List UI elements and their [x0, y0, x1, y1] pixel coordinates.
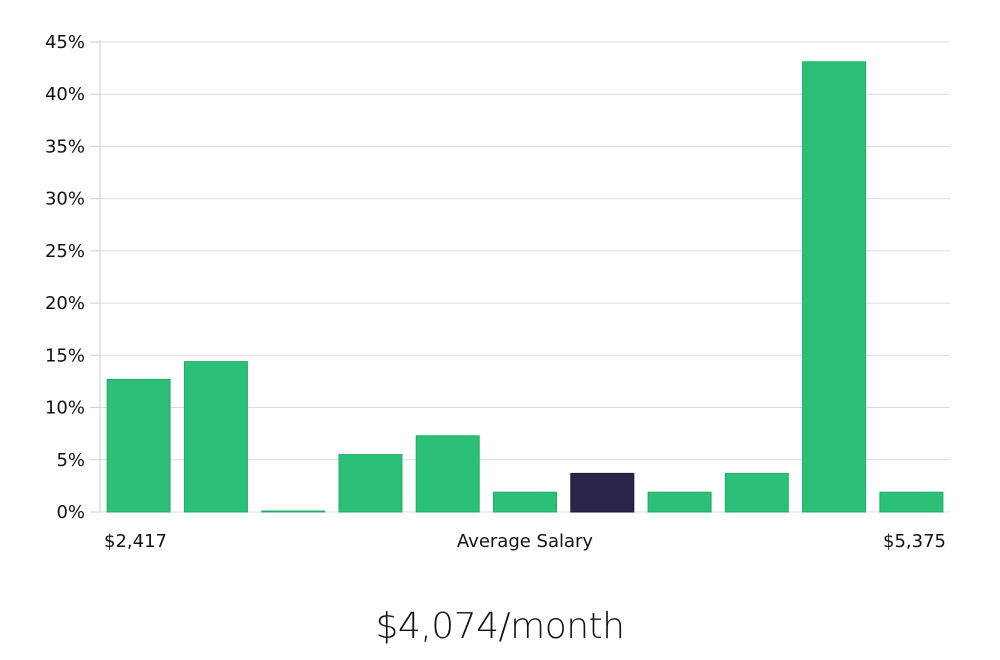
y-tick-label: 10%: [45, 398, 85, 419]
y-tick-label: 15%: [45, 345, 85, 366]
salary-histogram: 0% 5% 10% 15% 20% 25% 30% 35% 40% 45% $2,417 Aver…: [45, 32, 950, 552]
y-tick-label: 0%: [56, 502, 85, 523]
y-axis-ticks: 0% 5% 10% 15% 20% 25% 30% 35% 40% 45%: [45, 32, 100, 523]
bar: [106, 378, 171, 513]
bar-highlighted: [570, 472, 635, 513]
x-min-label: $2,417: [104, 531, 167, 552]
bar: [261, 510, 326, 513]
bar: [879, 491, 944, 513]
x-max-label: $5,375: [883, 531, 946, 552]
bar: [338, 454, 403, 513]
y-tick-label: 20%: [45, 293, 85, 314]
y-tick-label: 35%: [45, 136, 85, 157]
average-salary-headline: $4,074/month: [375, 606, 625, 647]
bar: [415, 435, 480, 513]
x-axis-title: Average Salary: [457, 531, 594, 552]
y-tick-label: 45%: [45, 32, 85, 53]
bars: [106, 61, 944, 513]
bar: [493, 491, 557, 513]
y-tick-label: 30%: [45, 189, 85, 210]
bar: [802, 61, 867, 513]
bar: [724, 472, 789, 513]
bar: [647, 491, 712, 513]
y-tick-label: 40%: [45, 84, 85, 105]
bar: [183, 361, 248, 513]
y-tick-label: 25%: [45, 241, 85, 262]
y-tick-label: 5%: [56, 450, 85, 471]
